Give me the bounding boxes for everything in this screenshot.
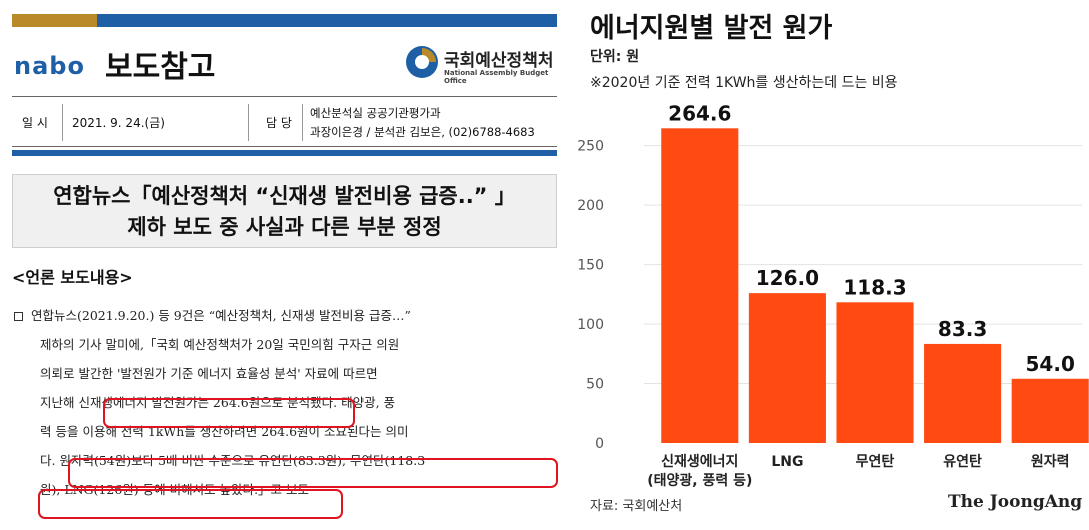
headline-box: 연합뉴스「예산정책처 “신재생 발전비용 급증..” 」 제하 보도 중 사실과… <box>12 174 557 248</box>
date-label: 일 시 <box>22 116 48 130</box>
highlight-box <box>103 398 355 428</box>
body-line: 연합뉴스(2021.9.20.) 등 9건은 “예산정책처, 신재생 발전비용 … <box>14 306 411 326</box>
date-value: 2021. 9. 24.(금) <box>72 116 165 130</box>
divider <box>12 146 557 147</box>
body-line: 의뢰로 발간한 '발전원가 기준 에너지 효율성 분석' 자료에 따르면 <box>40 366 378 381</box>
y-tick-label: 0 <box>595 436 604 452</box>
chart-unit: 단위: 원 <box>590 49 640 65</box>
contact-line-2: 과장이은경 / 분석관 김보은, (02)6788-4683 <box>310 124 535 139</box>
bar-value-label: 54.0 <box>1026 352 1075 376</box>
y-tick-label: 250 <box>577 139 604 155</box>
headline-line-2: 제하 보도 중 사실과 다른 부분 정정 <box>127 215 442 239</box>
x-tick-label: (태양광, 풍력 등) <box>647 472 752 489</box>
contact-info: 예산분석실 공공기관평가과 과장이은경 / 분석관 김보은, (02)6788-… <box>310 100 557 145</box>
cost-chart-panel: 에너지원별 발전 원가 단위: 원 ※2020년 기준 전력 1KWh를 생산하… <box>574 0 1089 530</box>
section-label: <언론 보도내용> <box>12 268 133 287</box>
nabo-logo: nabo <box>14 52 85 80</box>
table-divider <box>302 104 303 141</box>
y-tick-label: 100 <box>577 317 604 333</box>
bar <box>836 302 914 443</box>
press-document: nabo 보도참고 국회예산정책처 National Assembly Budg… <box>12 14 558 519</box>
x-tick-label: 원자력 <box>1031 454 1070 470</box>
headline-line-1: 연합뉴스「예산정책처 “신재생 발전비용 급증..” 」 <box>53 184 516 208</box>
body-line-text: 연합뉴스(2021.9.20.) 등 9건은 “예산정책처, 신재생 발전비용 … <box>31 308 411 323</box>
bar-value-label: 83.3 <box>938 317 987 341</box>
x-tick-label: 신재생에너지 <box>661 454 738 470</box>
table-divider <box>62 104 63 141</box>
bar <box>748 293 826 443</box>
bar-value-label: 126.0 <box>756 266 819 290</box>
y-tick-label: 200 <box>577 198 604 214</box>
bar-value-label: 118.3 <box>843 275 906 299</box>
header-color-bar <box>12 14 557 27</box>
contact-line-1: 예산분석실 공공기관평가과 <box>310 105 441 120</box>
highlight-box <box>38 489 343 519</box>
org-name-english: National Assembly Budget Office <box>444 69 549 85</box>
divider-thick <box>12 150 557 156</box>
x-tick-label: 무연탄 <box>856 453 895 470</box>
bar <box>1011 378 1089 443</box>
highlight-box <box>68 458 558 488</box>
x-tick-label: LNG <box>771 454 803 470</box>
nabo-emblem-icon <box>406 46 438 78</box>
contact-label: 담 당 <box>266 116 292 130</box>
body-line: 제하의 기사 말미에,「국회 예산정책처가 20일 국민의힘 구자근 의원 <box>40 337 400 352</box>
header-bar-blue <box>97 14 557 27</box>
info-table: 일 시 2021. 9. 24.(금) 담 당 예산분석실 공공기관평가과 과장… <box>12 100 557 145</box>
bar-chart: 0 50 100 150 200 250 264.6 신재생에너지 (태양광, 풍력 등) 126… <box>577 101 1089 489</box>
bar <box>924 343 1002 443</box>
header-bar-gold <box>12 14 97 27</box>
table-divider <box>248 104 249 141</box>
checkbox-bullet-icon <box>14 312 23 321</box>
body-line: 다. 원자력(54원)보다 5배 비싼 수준으로 유연탄(83.3원), 무연탄… <box>40 453 426 468</box>
org-name: 국회예산정책처 <box>444 51 554 71</box>
chart-note: ※2020년 기준 전력 1KWh를 생산하는데 드는 비용 <box>590 75 898 91</box>
bar <box>661 128 739 443</box>
document-type-title: 보도참고 <box>105 50 216 85</box>
y-tick-label: 50 <box>586 377 604 393</box>
chart-source: 자료: 국회예산처 <box>590 499 683 514</box>
chart-title: 에너지원별 발전 원가 <box>590 13 833 44</box>
y-tick-label: 150 <box>577 258 604 274</box>
divider <box>12 96 557 97</box>
bar-value-label: 264.6 <box>668 101 731 125</box>
brand-logo: The JoongAng <box>948 492 1083 512</box>
x-tick-label: 유연탄 <box>943 453 982 470</box>
